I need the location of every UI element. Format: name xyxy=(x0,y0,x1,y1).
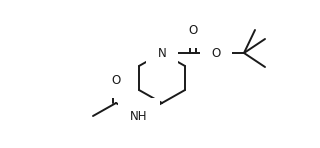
Text: N: N xyxy=(158,46,166,59)
Text: O: O xyxy=(188,24,198,37)
Text: O: O xyxy=(212,46,220,59)
Text: NH: NH xyxy=(130,110,148,123)
Text: O: O xyxy=(111,74,121,86)
